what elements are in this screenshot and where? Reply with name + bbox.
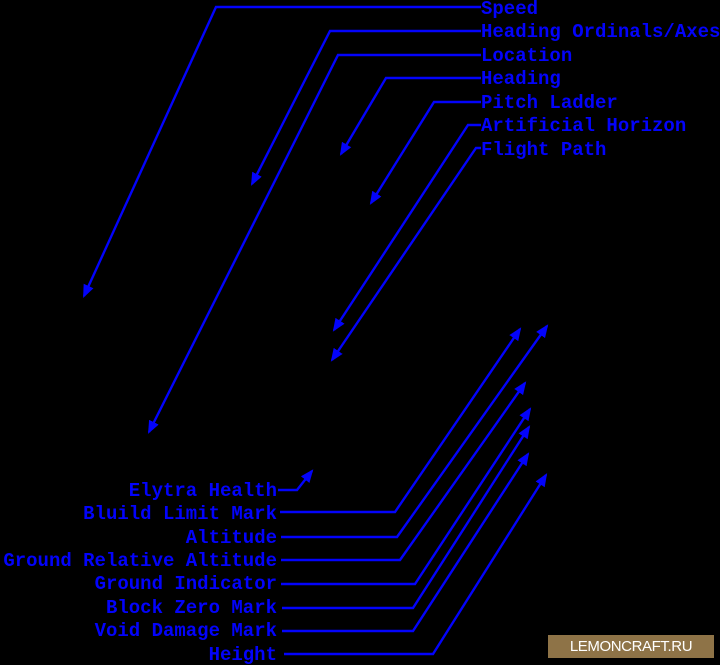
label-block-zero-mark: Block Zero Mark bbox=[105, 597, 277, 619]
flight-path-arrow bbox=[330, 146, 481, 362]
label-artificial-horizon: Artificial Horizon bbox=[481, 115, 687, 137]
pitch-ladder-arrow bbox=[369, 100, 481, 205]
label-ground-indicator: Ground Indicator bbox=[94, 573, 277, 595]
height-arrow bbox=[284, 473, 548, 656]
artificial-horizon-arrow bbox=[332, 123, 481, 332]
label-flight-path: Flight Path bbox=[481, 139, 607, 161]
label-build-limit-mark: Bluild Limit Mark bbox=[83, 503, 277, 525]
location-arrow bbox=[147, 53, 481, 434]
lemoncraft-watermark: LEMONCRAFT.RU bbox=[548, 635, 714, 658]
label-height: Height bbox=[208, 644, 277, 665]
label-speed: Speed bbox=[481, 0, 539, 20]
elytra-health-arrow bbox=[278, 469, 314, 492]
speed-arrow bbox=[82, 5, 481, 298]
ground-indicator-arrow bbox=[281, 407, 532, 586]
label-location: Location bbox=[481, 45, 573, 67]
label-heading-ordinals-axes: Heading Ordinals/Axes bbox=[481, 21, 720, 43]
annotation-arrows bbox=[82, 5, 549, 656]
label-pitch-ladder: Pitch Ladder bbox=[481, 92, 618, 114]
build-limit-mark-arrow bbox=[280, 327, 522, 514]
heading-arrow bbox=[339, 76, 481, 156]
void-damage-mark-arrow bbox=[282, 452, 530, 633]
label-elytra-health: Elytra Health bbox=[128, 480, 277, 502]
ground-relative-altitude-arrow bbox=[281, 381, 527, 562]
heading-ordinals-axes-arrow bbox=[250, 29, 481, 186]
label-heading: Heading bbox=[481, 68, 561, 90]
label-ground-relative-altitude: Ground Relative Altitude bbox=[3, 550, 277, 572]
label-void-damage-mark: Void Damage Mark bbox=[94, 620, 277, 642]
altitude-arrow bbox=[281, 324, 549, 539]
label-altitude: Altitude bbox=[185, 527, 277, 549]
watermark-text: LEMONCRAFT.RU bbox=[569, 638, 693, 655]
block-zero-mark-arrow bbox=[282, 425, 531, 610]
